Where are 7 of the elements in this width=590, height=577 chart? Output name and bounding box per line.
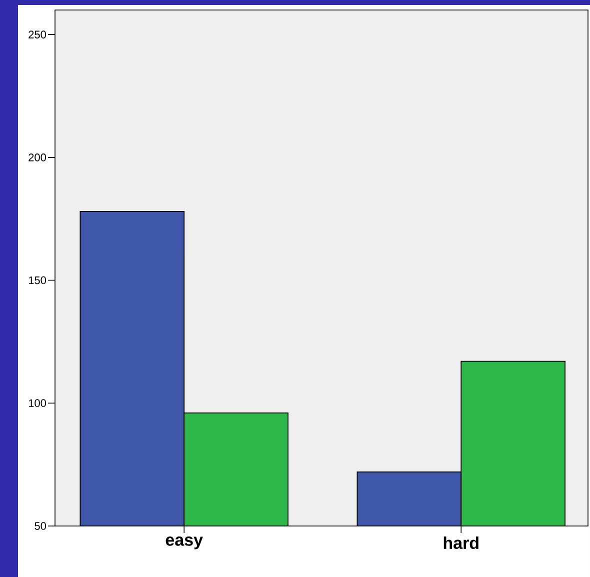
y-tick-label: 50 — [34, 522, 46, 530]
y-tick-label: 250 — [28, 30, 46, 38]
y-tick-label: 100 — [28, 399, 46, 408]
x-tick-label: easy — [166, 536, 203, 550]
x-tick-label: hard — [444, 536, 478, 550]
y-tick-label: 150 — [28, 276, 46, 284]
y-tick-label: 200 — [28, 154, 46, 162]
